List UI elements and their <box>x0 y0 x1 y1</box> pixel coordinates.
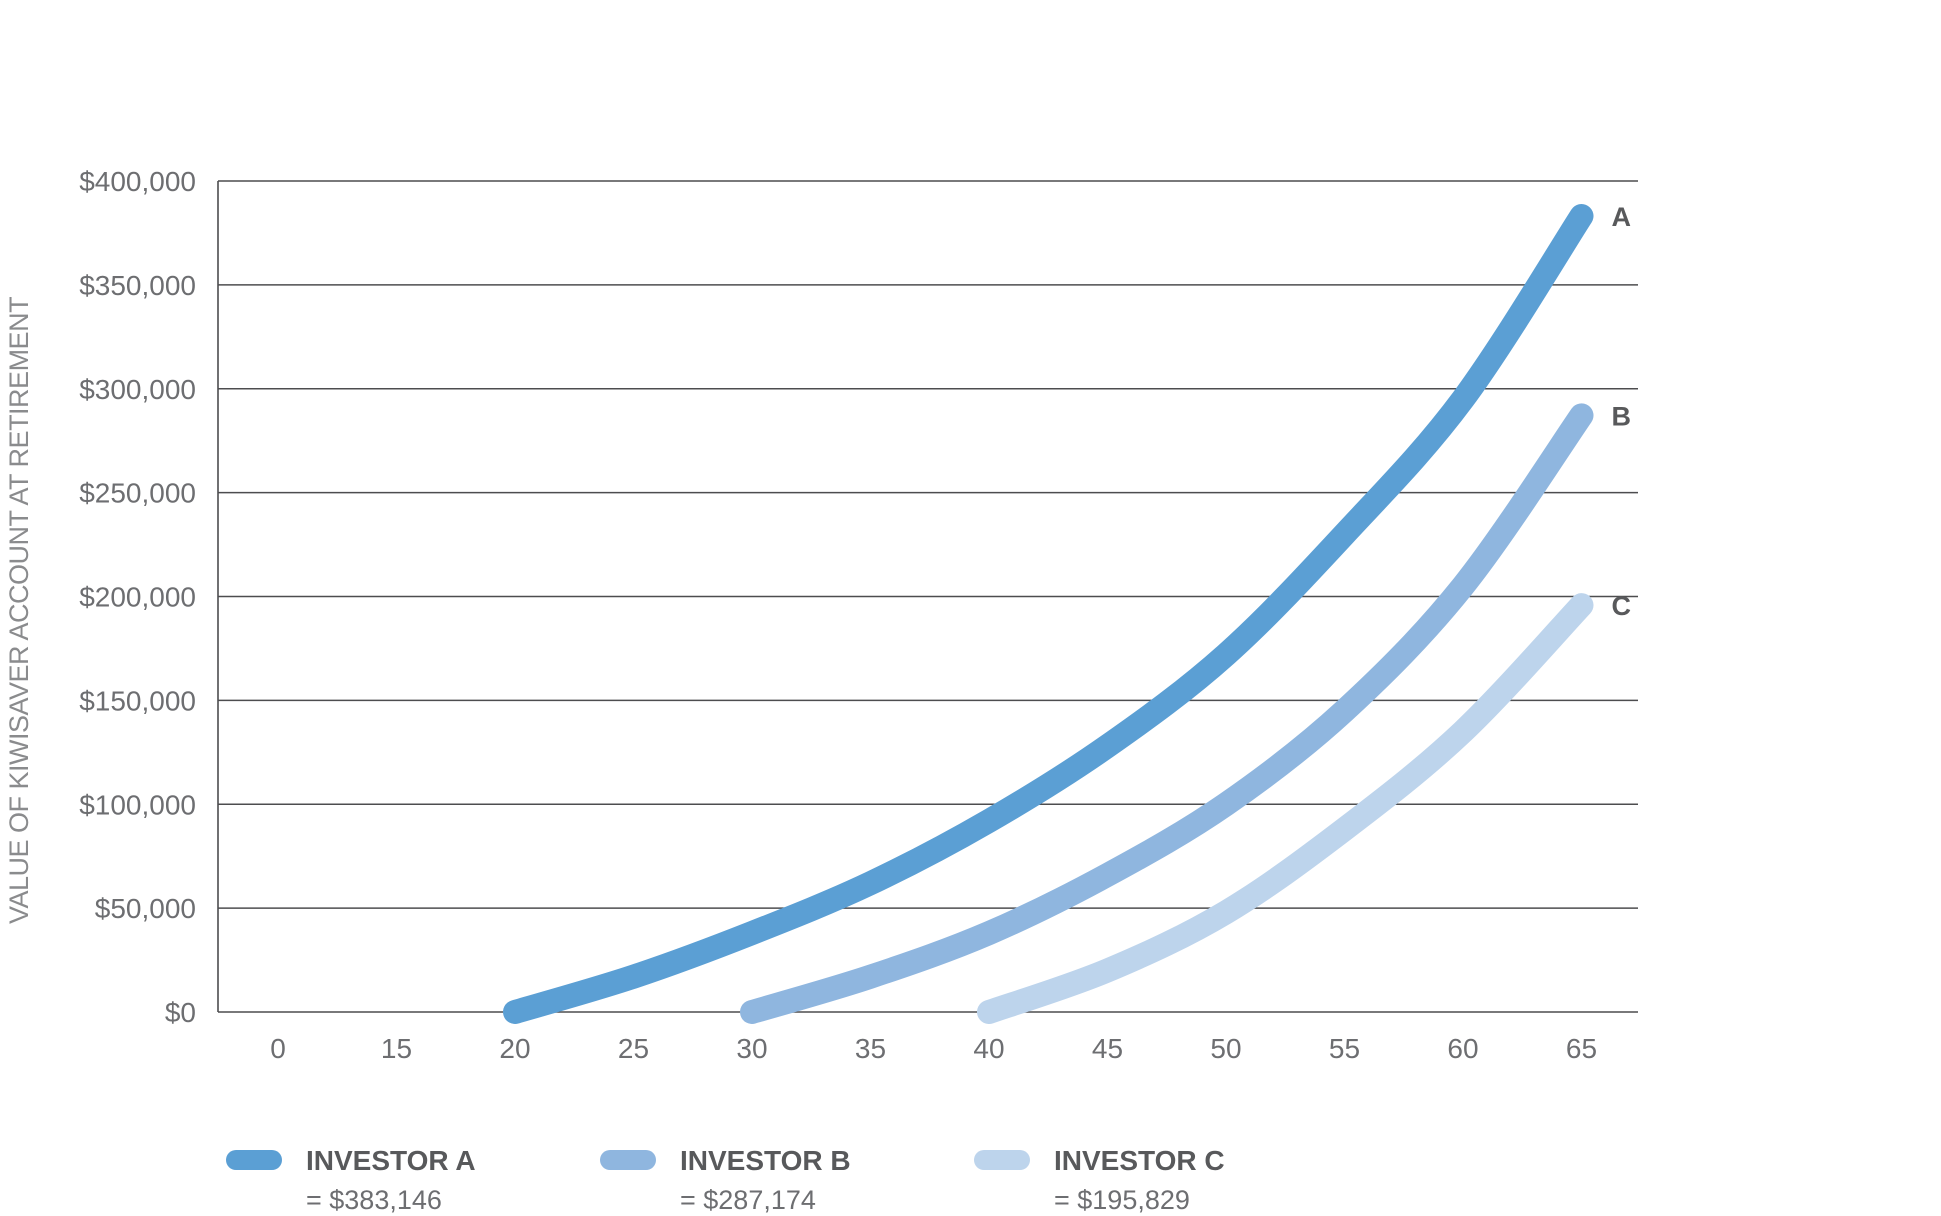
y-tick-label: $0 <box>165 997 196 1028</box>
x-tick-label: 35 <box>855 1033 886 1064</box>
y-tick-label: $150,000 <box>79 685 196 716</box>
legend-swatch <box>600 1150 656 1170</box>
series-line-investor-a <box>503 204 1594 1024</box>
x-axis-ticks: 0 15 20 25 30 35 40 45 50 55 60 65 <box>270 1033 1597 1064</box>
y-tick-label: $50,000 <box>95 893 196 924</box>
legend-swatch <box>226 1150 282 1170</box>
x-tick-label: 30 <box>736 1033 767 1064</box>
legend-name: INVESTOR C <box>1054 1145 1225 1176</box>
x-tick-label: 55 <box>1329 1033 1360 1064</box>
series-lines <box>503 204 1594 1024</box>
y-tick-label: $300,000 <box>79 374 196 405</box>
x-tick-label: 20 <box>499 1033 530 1064</box>
x-tick-label: 15 <box>381 1033 412 1064</box>
x-tick-label: 50 <box>1210 1033 1241 1064</box>
y-axis-label: VALUE OF KIWISAVER ACCOUNT AT RETIREMENT <box>4 297 34 924</box>
gridlines <box>217 180 1638 1013</box>
end-label-investor-b: B <box>1612 401 1632 431</box>
y-tick-label: $100,000 <box>79 789 196 820</box>
x-tick-label: 60 <box>1447 1033 1478 1064</box>
y-tick-label: $350,000 <box>79 270 196 301</box>
end-label-investor-c: C <box>1612 591 1632 621</box>
series-line-investor-c <box>977 593 1594 1024</box>
y-tick-label: $200,000 <box>79 582 196 613</box>
series-line-investor-b <box>740 403 1594 1024</box>
legend-name: INVESTOR B <box>680 1145 851 1176</box>
y-axis-ticks: $0 $50,000 $100,000 $150,000 $200,000 $250,00… <box>79 166 196 1028</box>
end-label-investor-a: A <box>1612 202 1632 232</box>
x-tick-label: 25 <box>618 1033 649 1064</box>
legend-name: INVESTOR A <box>306 1145 476 1176</box>
y-tick-label: $400,000 <box>79 166 196 197</box>
series-end-labels: C B A <box>1612 202 1632 621</box>
legend-value: = $383,146 <box>306 1185 442 1215</box>
legend: INVESTOR A = $383,146 INVESTOR B = $287,174… <box>0 1145 1941 1215</box>
legend-value: = $287,174 <box>680 1185 816 1215</box>
legend-swatch <box>974 1150 1030 1170</box>
x-tick-label: 65 <box>1566 1033 1597 1064</box>
x-tick-label: 45 <box>1092 1033 1123 1064</box>
x-tick-label: 40 <box>973 1033 1004 1064</box>
x-tick-label: 0 <box>270 1033 286 1064</box>
legend-value: = $195,829 <box>1054 1185 1190 1215</box>
y-tick-label: $250,000 <box>79 478 196 509</box>
